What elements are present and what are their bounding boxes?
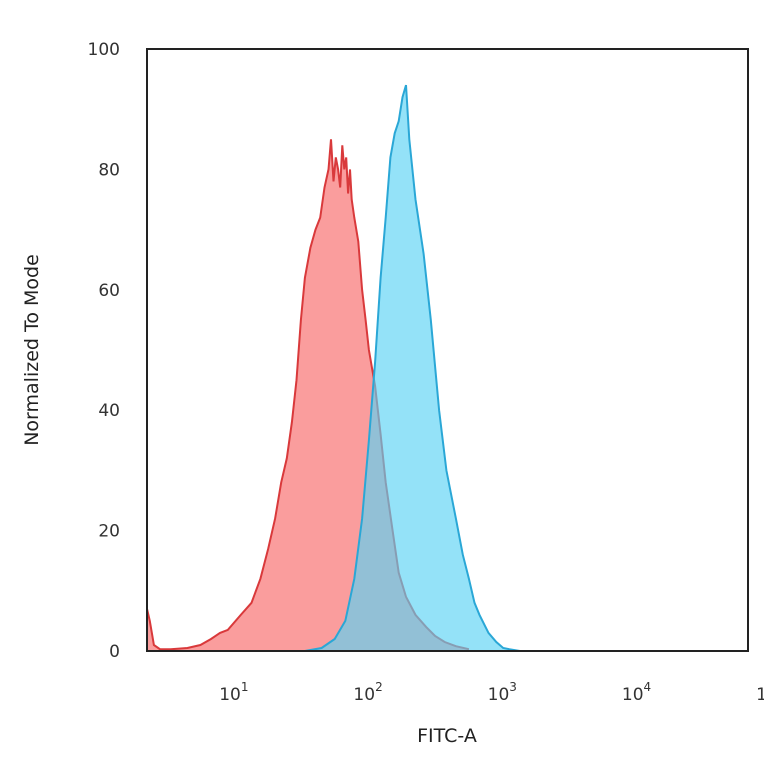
y-axis-title: Normalized To Mode bbox=[21, 254, 43, 446]
series-2-line bbox=[304, 84, 521, 652]
x-tick-label: 101 bbox=[219, 680, 248, 705]
series-2-area bbox=[304, 85, 520, 652]
x-tick-label: 105 bbox=[756, 680, 764, 705]
y-tick-label: 0 bbox=[109, 642, 120, 662]
y-tick-label: 80 bbox=[98, 160, 120, 180]
plot-frame bbox=[146, 48, 749, 652]
y-tick-label: 60 bbox=[98, 281, 120, 301]
x-axis-title: FITC-A bbox=[417, 725, 477, 747]
x-tick-label: 102 bbox=[353, 680, 382, 705]
histogram-series bbox=[146, 84, 521, 652]
y-axis: 0 20 40 60 80 100 bbox=[88, 40, 120, 662]
x-axis: 101 102 103 104 105 bbox=[219, 680, 764, 705]
y-tick-label: 20 bbox=[98, 522, 120, 542]
y-tick-label: 40 bbox=[98, 401, 120, 421]
x-tick-label: 104 bbox=[622, 680, 651, 705]
x-tick-label: 103 bbox=[488, 680, 517, 705]
y-tick-label: 100 bbox=[88, 40, 120, 60]
